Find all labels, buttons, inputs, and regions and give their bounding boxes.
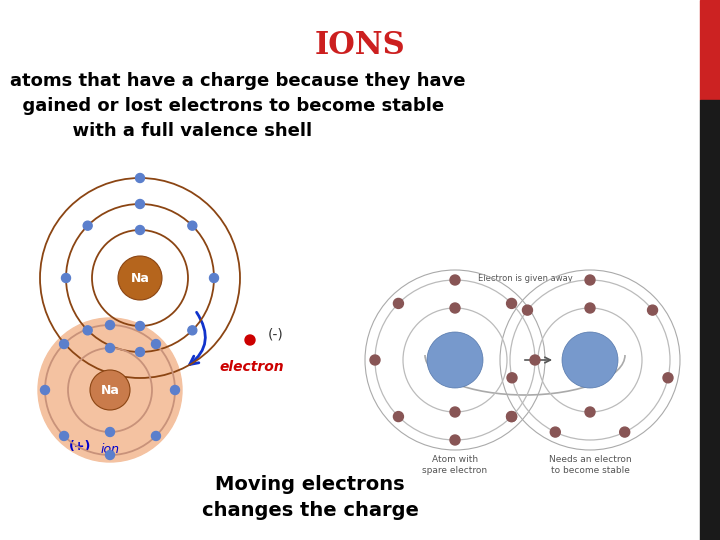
Text: atoms that have a charge because they have
  gained or lost electrons to become : atoms that have a charge because they ha…	[10, 72, 466, 140]
Circle shape	[188, 221, 197, 230]
Circle shape	[450, 407, 460, 417]
Circle shape	[523, 305, 533, 315]
Circle shape	[585, 275, 595, 285]
Text: (-): (-)	[268, 328, 284, 342]
Circle shape	[90, 370, 130, 410]
Text: Moving electrons
changes the charge: Moving electrons changes the charge	[202, 475, 418, 521]
Circle shape	[507, 373, 517, 383]
Circle shape	[507, 299, 516, 308]
Circle shape	[61, 273, 71, 282]
Circle shape	[171, 386, 179, 395]
Circle shape	[84, 326, 92, 335]
Circle shape	[38, 318, 182, 462]
Text: Electron is given away: Electron is given away	[477, 274, 572, 283]
Circle shape	[393, 299, 403, 308]
Text: Na: Na	[101, 383, 120, 396]
Circle shape	[620, 427, 630, 437]
Circle shape	[585, 303, 595, 313]
Circle shape	[663, 373, 673, 383]
Circle shape	[106, 343, 114, 353]
Text: electron: electron	[220, 360, 284, 374]
Circle shape	[393, 411, 403, 422]
Circle shape	[135, 199, 145, 208]
Circle shape	[60, 431, 68, 441]
Circle shape	[427, 332, 483, 388]
Circle shape	[585, 407, 595, 417]
FancyArrowPatch shape	[189, 312, 205, 365]
Circle shape	[210, 273, 218, 282]
Circle shape	[106, 450, 114, 460]
Circle shape	[151, 340, 161, 348]
Text: Na: Na	[130, 272, 150, 285]
Circle shape	[60, 340, 68, 348]
Bar	[700, 100, 720, 540]
Circle shape	[370, 355, 380, 365]
Text: (+): (+)	[69, 440, 91, 453]
Circle shape	[450, 435, 460, 445]
Circle shape	[507, 411, 516, 422]
Circle shape	[118, 256, 162, 300]
Bar	[700, 0, 720, 100]
Circle shape	[507, 411, 516, 422]
Text: Atom with
spare electron: Atom with spare electron	[423, 455, 487, 475]
Circle shape	[550, 427, 560, 437]
Circle shape	[647, 305, 657, 315]
Circle shape	[106, 321, 114, 329]
Text: IONS: IONS	[315, 30, 405, 61]
Circle shape	[530, 355, 540, 365]
Circle shape	[135, 173, 145, 183]
Circle shape	[188, 326, 197, 335]
Circle shape	[40, 386, 50, 395]
Circle shape	[245, 335, 255, 345]
Circle shape	[135, 348, 145, 356]
Text: Needs an electron
to become stable: Needs an electron to become stable	[549, 455, 631, 475]
Circle shape	[562, 332, 618, 388]
Circle shape	[135, 321, 145, 330]
Circle shape	[135, 226, 145, 234]
Circle shape	[450, 303, 460, 313]
Text: ion: ion	[101, 443, 120, 456]
Circle shape	[450, 275, 460, 285]
Circle shape	[106, 428, 114, 436]
Circle shape	[84, 221, 92, 230]
Circle shape	[151, 431, 161, 441]
